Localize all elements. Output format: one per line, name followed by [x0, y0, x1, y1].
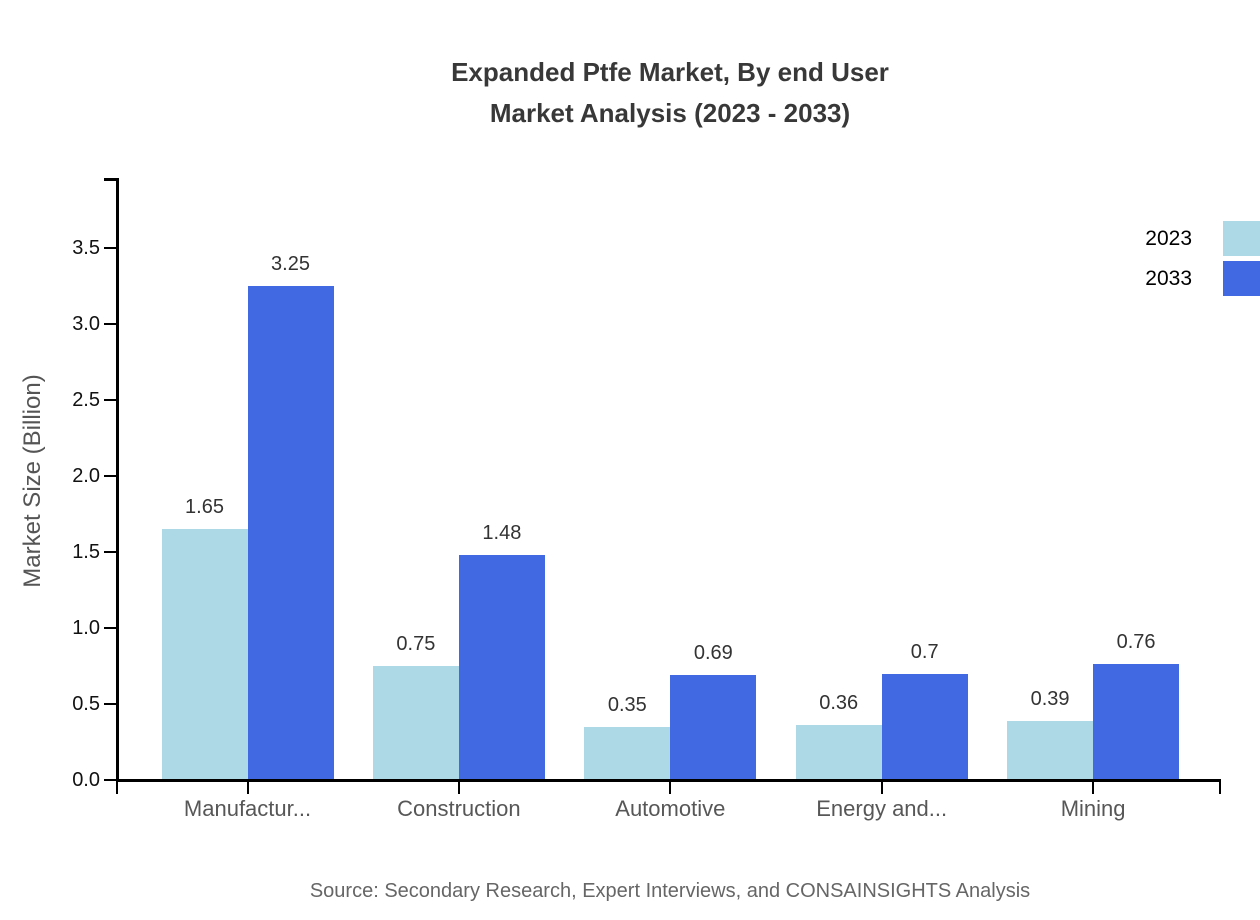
- y-tick-label-2: 2.0: [72, 465, 100, 487]
- legend-item-2023: 2023: [1100, 221, 1260, 256]
- value-label-2023-4: 0.36: [819, 692, 859, 715]
- x-axis-start-tick: [116, 781, 118, 794]
- bar-2023-3: [584, 726, 671, 780]
- value-label-2033-1: 3.25: [271, 253, 310, 275]
- x-tick-5: [1092, 781, 1095, 794]
- bar-2033-3: [670, 675, 757, 780]
- value-label-2023-3: 0.35: [607, 693, 647, 716]
- y-tick-0: [104, 779, 116, 781]
- y-tick-label-2.5: 2.5: [72, 389, 100, 411]
- bar-2023-4: [795, 725, 882, 780]
- x-tick-label-5: Mining: [1060, 796, 1126, 821]
- legend-swatch: [1223, 261, 1260, 296]
- bar-2023-2: [372, 666, 459, 780]
- bar-2033-4: [881, 673, 968, 780]
- y-tick-label-1.5: 1.5: [72, 541, 100, 563]
- x-axis-spine: [116, 779, 1221, 782]
- chart-title-line2: Market Analysis (2023 - 2033): [489, 98, 851, 128]
- bar-2033-2: [458, 555, 545, 780]
- y-tick-3.5: [104, 247, 116, 249]
- value-label-2023-5: 0.39: [1030, 687, 1070, 710]
- y-tick-label-1: 1.0: [72, 617, 100, 639]
- legend-swatch: [1223, 221, 1260, 256]
- legend-label: 2023: [1145, 226, 1192, 250]
- y-tick-2.5: [104, 399, 116, 401]
- x-tick-label-3: Automotive: [615, 796, 726, 821]
- x-tick-3: [669, 781, 672, 794]
- y-tick-label-3.5: 3.5: [72, 237, 100, 259]
- y-axis-end-cap: [104, 178, 116, 181]
- y-tick-3: [104, 323, 116, 325]
- bar-2023-5: [1007, 720, 1094, 780]
- y-tick-label-0: 0.0: [72, 769, 100, 791]
- y-tick-2: [104, 475, 116, 477]
- value-label-2033-5: 0.76: [1116, 631, 1156, 654]
- bar-2023-1: [161, 529, 248, 780]
- chart-title: Expanded Ptfe Market, By end User Market…: [80, 52, 1260, 134]
- x-tick-label-1: Manufactur...: [183, 796, 312, 821]
- value-label-2033-4: 0.7: [910, 640, 939, 663]
- x-tick-1: [246, 781, 249, 794]
- y-tick-0.5: [104, 703, 116, 705]
- y-tick-1.5: [104, 551, 116, 553]
- x-tick-4: [880, 781, 883, 794]
- y-tick-label-0.5: 0.5: [72, 693, 100, 715]
- x-tick-label-2: Construction: [397, 796, 521, 821]
- x-axis-end-tick: [1219, 781, 1221, 794]
- legend-label: 2033: [1145, 266, 1192, 290]
- bar-2033-5: [1093, 664, 1180, 780]
- y-axis-spine: [116, 178, 119, 782]
- y-tick-label-3: 3.0: [72, 313, 100, 335]
- x-tick-label-4: Energy and...: [816, 796, 948, 821]
- value-label-2033-3: 0.69: [693, 642, 733, 665]
- bar-2033-1: [247, 286, 334, 780]
- chart-title-line1: Expanded Ptfe Market, By end User: [451, 57, 889, 87]
- source-attribution: Source: Secondary Research, Expert Inter…: [309, 880, 1031, 902]
- legend-item-2033: 2033: [1100, 261, 1260, 296]
- x-tick-2: [457, 781, 460, 794]
- value-label-2033-2: 1.48: [482, 522, 522, 545]
- y-tick-1: [104, 627, 116, 629]
- value-label-2023-2: 0.75: [396, 633, 436, 655]
- value-label-2023-1: 1.65: [185, 496, 224, 519]
